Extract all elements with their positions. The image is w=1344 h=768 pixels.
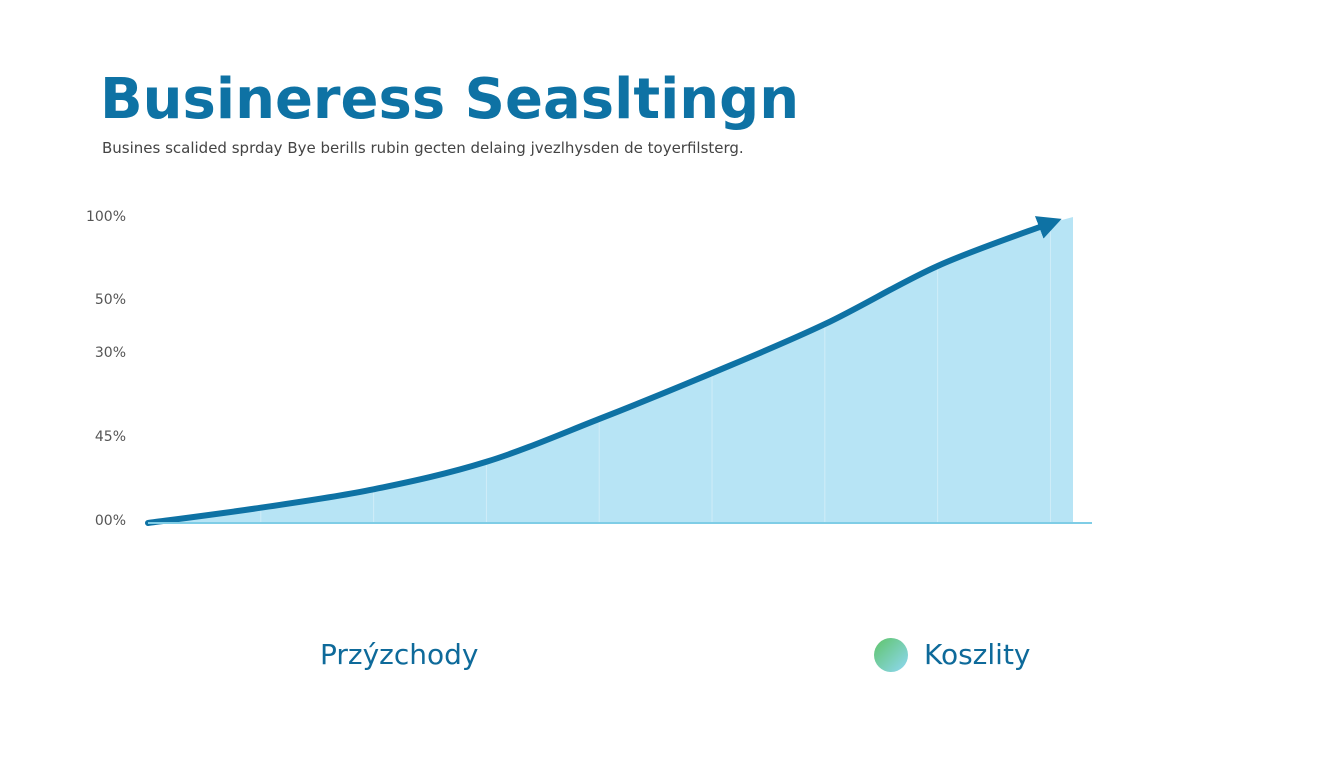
legend-swatch <box>874 638 908 672</box>
y-axis-label: 30% <box>95 345 126 361</box>
chart-subtitle: Busines scalided sprday Bye berills rubi… <box>102 139 744 157</box>
legend-entry: Przýzchody <box>320 638 478 671</box>
area-fill <box>148 217 1073 523</box>
y-axis-label: 00% <box>95 513 126 529</box>
legend-entry: Koszlity <box>924 638 1031 671</box>
plot-area: 100% 50% 30% 45% 00% <box>86 209 1092 529</box>
y-axis-label: 100% <box>86 209 126 225</box>
y-axis-label: 45% <box>95 429 126 445</box>
line <box>145 216 1062 526</box>
y-axis-label: 50% <box>95 292 126 308</box>
chart-title: Busineress Seasltingn <box>100 67 799 132</box>
